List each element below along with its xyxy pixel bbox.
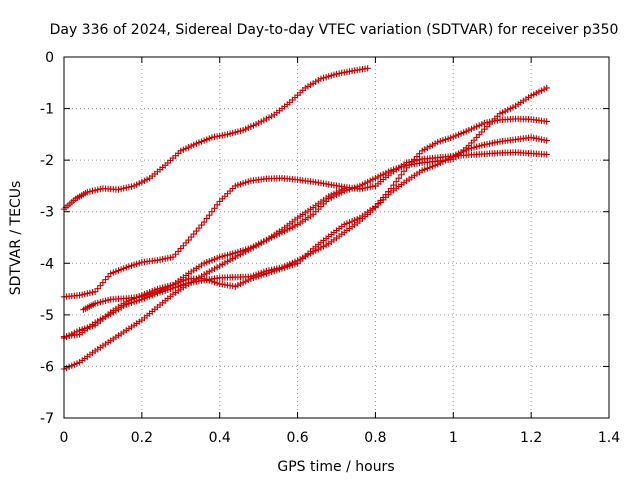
x-tick-label: 0.8 — [364, 430, 386, 446]
data-point — [213, 201, 221, 209]
data-point — [387, 185, 395, 192]
x-tick-label: 0.2 — [131, 430, 153, 446]
data-point — [211, 205, 218, 212]
y-axis-label: SDTVAR / TECUs — [8, 181, 24, 296]
series-sat-f — [60, 84, 550, 342]
data-point — [543, 84, 550, 92]
data-point — [364, 65, 371, 72]
data-point — [543, 137, 550, 144]
y-tick-label: -6 — [40, 359, 54, 375]
y-tick-label: 0 — [45, 50, 54, 66]
x-tick-label: 1 — [449, 430, 458, 446]
data-point — [395, 174, 402, 182]
plot-frame — [63, 56, 610, 419]
data-point — [208, 208, 216, 215]
series-sat-b — [60, 149, 550, 301]
data-point — [206, 211, 213, 219]
data-point — [203, 215, 210, 222]
y-tick-label: -4 — [40, 256, 54, 272]
data-points-layer — [60, 65, 550, 373]
ticks-layer: 0 0.2 0.4 0.6 0.8 1 1.2 1.4 0 -1 -2 -3 -4 -5 -6 -7 — [40, 50, 620, 446]
y-tick-label: -3 — [40, 205, 54, 221]
series-sat-e — [80, 115, 550, 313]
data-point — [390, 181, 397, 189]
series-sat-a — [60, 65, 371, 213]
y-tick-label: -2 — [40, 153, 54, 169]
x-tick-label: 0.4 — [209, 430, 231, 446]
x-tick-label: 0 — [60, 430, 69, 446]
y-tick-label: -5 — [40, 308, 54, 324]
data-point — [200, 218, 208, 226]
data-point — [543, 118, 550, 125]
x-axis-label: GPS time / hours — [277, 459, 394, 475]
x-tick-label: 1.4 — [598, 430, 620, 446]
x-tick-label: 1.2 — [520, 430, 542, 446]
y-tick-label: -1 — [40, 102, 54, 118]
data-point — [392, 178, 400, 185]
series-sat-c — [60, 134, 550, 340]
y-tick-label: -7 — [40, 411, 54, 427]
x-tick-label: 0.6 — [286, 430, 308, 446]
data-point — [398, 171, 405, 178]
data-point — [543, 151, 550, 158]
chart-title: Day 336 of 2024, Sidereal Day-to-day VTE… — [50, 22, 619, 38]
